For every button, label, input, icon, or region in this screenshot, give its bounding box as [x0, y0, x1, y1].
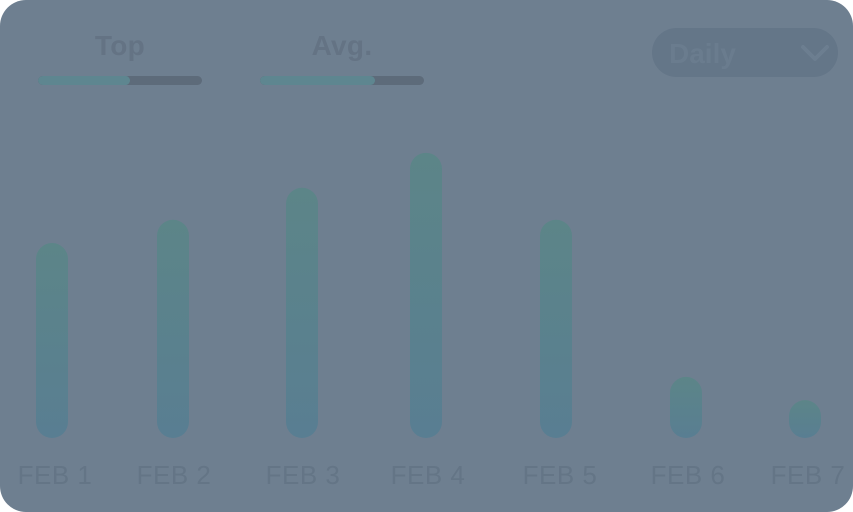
bar-feb-4[interactable] — [410, 152, 442, 438]
x-tick-label: FEB 3 — [266, 460, 341, 490]
bar-feb-1[interactable] — [36, 243, 68, 438]
x-axis-ticks: FEB 1 FEB 2 FEB 3 FEB 4 FEB 5 FEB 6 FEB 7 — [18, 460, 846, 490]
x-tick-label: FEB 1 — [18, 460, 93, 490]
bars-group — [36, 152, 821, 438]
metric-top-fill — [38, 76, 130, 85]
metric-avg-fill — [260, 76, 375, 85]
metric-avg-label: Avg. — [311, 30, 373, 61]
chevron-down-icon[interactable] — [800, 40, 830, 66]
metric-top-label: Top — [94, 30, 146, 61]
x-tick-label: FEB 4 — [391, 460, 466, 490]
x-tick-label: FEB 6 — [651, 460, 726, 490]
x-tick-label: FEB 2 — [137, 460, 212, 490]
period-dropdown-value: Daily — [669, 38, 736, 69]
metric-top-track — [38, 76, 202, 85]
x-tick-label: FEB 5 — [523, 460, 598, 490]
bar-feb-6[interactable] — [670, 376, 702, 438]
bar-feb-7[interactable] — [789, 400, 821, 438]
period-dropdown[interactable]: Daily — [652, 28, 838, 77]
bar-feb-3[interactable] — [286, 187, 318, 438]
bar-feb-2[interactable] — [157, 219, 189, 438]
bar-feb-5[interactable] — [540, 219, 572, 438]
metric-avg-track — [260, 76, 424, 85]
x-tick-label: FEB 7 — [771, 460, 846, 490]
